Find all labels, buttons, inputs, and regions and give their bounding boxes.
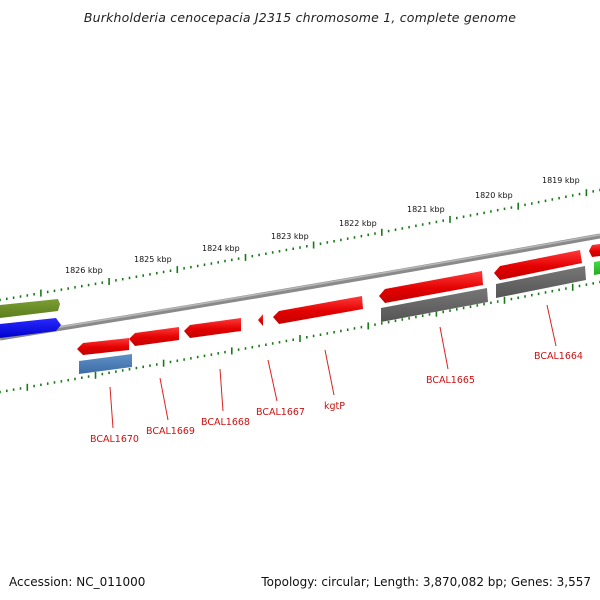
leader-kgtp (324, 349, 335, 396)
tick-label-1821: 1821 kbp (407, 205, 445, 214)
gene-label-bcal1667: BCAL1667 (256, 407, 305, 418)
cds-bcal1667 (258, 314, 263, 326)
feature-olive (0, 299, 60, 318)
gene-labels: BCAL1670 BCAL1669 BCAL1668 BCAL1667 kgtP… (90, 351, 583, 445)
leader-bcal1665 (439, 326, 449, 370)
gene-label-bcal1669: BCAL1669 (146, 426, 195, 437)
cds-bcal1670 (77, 338, 129, 355)
page-title: Burkholderia cenocepacia J2315 chromosom… (83, 10, 517, 25)
outer-features (0, 244, 600, 338)
cds-kgtp (273, 296, 363, 324)
tick-label-1823: 1823 kbp (271, 232, 309, 241)
gene-label-bcal1665: BCAL1665 (426, 375, 475, 386)
gene-grey-1 (381, 288, 488, 322)
cds-bcal1665 (379, 271, 483, 303)
gene-steelblue (79, 354, 132, 374)
tick-label-1820: 1820 kbp (475, 191, 513, 200)
feature-green-far-right (594, 261, 600, 275)
scale-tick-labels: 1826 kbp 1825 kbp 1824 kbp 1823 kbp 1822… (65, 176, 580, 275)
cds-bcal1664 (494, 250, 582, 280)
tick-label-1824: 1824 kbp (202, 244, 240, 253)
cds-features (77, 250, 582, 355)
gene-label-kgtp: kgtP (324, 401, 345, 412)
tick-label-1822: 1822 kbp (339, 219, 377, 228)
feature-blue (0, 318, 61, 338)
leader-bcal1668 (219, 368, 224, 412)
feature-red-far-right (589, 244, 600, 257)
leader-bcal1667 (267, 359, 278, 402)
leader-bcal1664 (546, 304, 557, 347)
outer-scale-ring (0, 188, 600, 302)
accession-label: Accession: NC_011000 (9, 575, 146, 589)
cds-bcal1668 (184, 318, 241, 338)
leader-bcal1670 (109, 386, 114, 429)
topology-summary: Topology: circular; Length: 3,870,082 bp… (261, 575, 591, 589)
genome-backbone (0, 233, 600, 341)
leader-bcal1669 (159, 377, 169, 421)
gene-label-bcal1664: BCAL1664 (534, 351, 583, 362)
gene-label-bcal1668: BCAL1668 (201, 417, 250, 428)
inner-scale-ring (0, 280, 600, 394)
tick-label-1825: 1825 kbp (134, 255, 172, 264)
cds-bcal1669 (129, 327, 179, 346)
gene-grey-2 (496, 266, 586, 298)
tick-label-1826: 1826 kbp (65, 266, 103, 275)
tick-label-1819: 1819 kbp (542, 176, 580, 185)
gene-features (79, 266, 586, 374)
gene-label-bcal1670: BCAL1670 (90, 434, 139, 445)
genome-backbone-highlight (0, 233, 600, 338)
label-leader-lines (109, 304, 557, 429)
